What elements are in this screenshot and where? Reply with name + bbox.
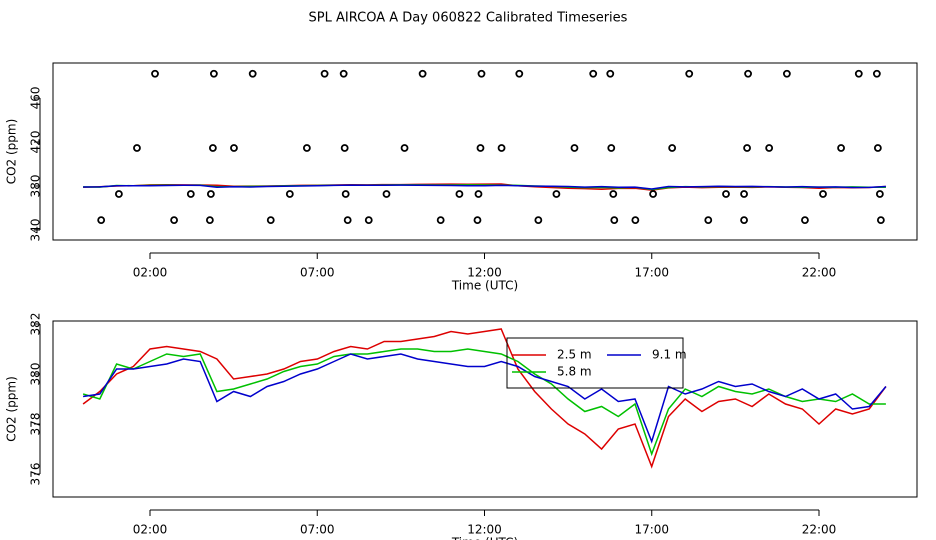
flag-point — [631, 216, 640, 224]
x-tick-label: 07:00 — [300, 523, 335, 537]
y-axis-label: CO2 (ppm) — [5, 376, 19, 442]
flag-point — [474, 190, 483, 198]
flag-point — [740, 216, 748, 224]
x-tick-label: 12:00 — [467, 266, 502, 280]
x-tick-label: 02:00 — [133, 266, 168, 280]
y-tick-label: 420 — [29, 131, 43, 154]
legend-label: 9.1 m — [652, 348, 687, 362]
flag-point — [744, 69, 752, 78]
flag-point — [206, 190, 215, 198]
flag-point — [340, 144, 349, 152]
flag-point — [668, 144, 677, 152]
flag-point — [819, 190, 827, 198]
flag-point — [473, 216, 482, 224]
flag-point — [837, 144, 845, 152]
x-axis-label: Time (UTC) — [451, 279, 518, 293]
flag-point — [801, 216, 809, 224]
flag-point — [607, 144, 616, 152]
flag-point — [418, 69, 427, 78]
flag-point — [114, 190, 123, 198]
series-line — [82, 348, 886, 457]
flag-point — [400, 144, 409, 152]
plot-frame — [52, 62, 918, 241]
flag-point — [339, 69, 348, 78]
flag-point — [341, 190, 350, 198]
flag-point — [382, 190, 391, 198]
y-tick-label: 340 — [29, 219, 43, 242]
y-tick-label: 380 — [29, 363, 43, 386]
flag-point — [649, 190, 657, 198]
flag-point — [455, 190, 464, 198]
flag-point — [534, 216, 543, 224]
plot-frame — [52, 320, 918, 498]
legend-label: 2.5 m — [557, 348, 592, 362]
flag-point — [872, 69, 881, 78]
x-tick-label: 22:00 — [802, 266, 837, 280]
flag-point — [186, 190, 195, 198]
flag-point — [570, 144, 579, 152]
series-line — [82, 328, 887, 469]
flag-point — [875, 190, 884, 198]
x-tick-label: 07:00 — [300, 266, 335, 280]
x-tick-label: 22:00 — [802, 523, 837, 537]
flag-point — [133, 144, 141, 152]
x-tick-label: 17:00 — [634, 266, 669, 280]
chart-title: SPL AIRCOA A Day 060822 Calibrated Times… — [309, 11, 628, 26]
flag-point — [743, 144, 751, 152]
x-tick-label: 02:00 — [133, 523, 168, 537]
flag-point — [476, 144, 485, 152]
y-tick-label: 460 — [29, 87, 43, 110]
flag-point — [873, 144, 882, 152]
flag-point — [876, 216, 885, 224]
flag-point — [97, 216, 106, 224]
legend-box — [506, 337, 684, 389]
flag-point — [610, 216, 619, 224]
flag-point — [285, 190, 294, 198]
flag-point — [266, 216, 275, 224]
y-axis-label: CO2 (ppm) — [5, 119, 19, 185]
flag-point — [589, 69, 598, 78]
legend-label: 5.8 m — [557, 365, 592, 379]
flag-point — [722, 190, 730, 198]
flag-point — [320, 69, 329, 78]
flag-point — [609, 190, 618, 198]
series-line — [82, 353, 887, 444]
flag-point — [552, 190, 561, 198]
x-axis-label: Time (UTC) — [451, 536, 518, 540]
flag-point — [685, 69, 694, 78]
flag-point — [497, 144, 506, 152]
flag-point — [477, 69, 486, 78]
flag-point — [606, 69, 615, 78]
flag-point — [209, 69, 218, 78]
flag-point — [782, 69, 791, 78]
flag-point — [704, 216, 713, 224]
flag-point — [170, 216, 178, 224]
flag-point — [151, 69, 159, 78]
series-line — [83, 184, 886, 190]
flag-point — [208, 144, 217, 152]
x-tick-label: 12:00 — [467, 523, 502, 537]
y-tick-label: 378 — [29, 413, 43, 436]
flag-point — [515, 69, 524, 78]
flag-point — [230, 144, 238, 152]
flag-point — [248, 69, 257, 78]
flag-point — [364, 216, 373, 224]
flag-point — [854, 69, 863, 78]
flag-point — [436, 216, 445, 224]
y-tick-label: 380 — [29, 175, 43, 198]
flag-point — [343, 216, 352, 224]
y-tick-label: 382 — [29, 313, 43, 336]
x-tick-label: 17:00 — [634, 523, 669, 537]
flag-point — [302, 144, 311, 152]
flag-point — [740, 190, 748, 198]
flag-point — [205, 216, 214, 224]
flag-point — [765, 144, 774, 152]
y-tick-label: 376 — [29, 463, 43, 486]
